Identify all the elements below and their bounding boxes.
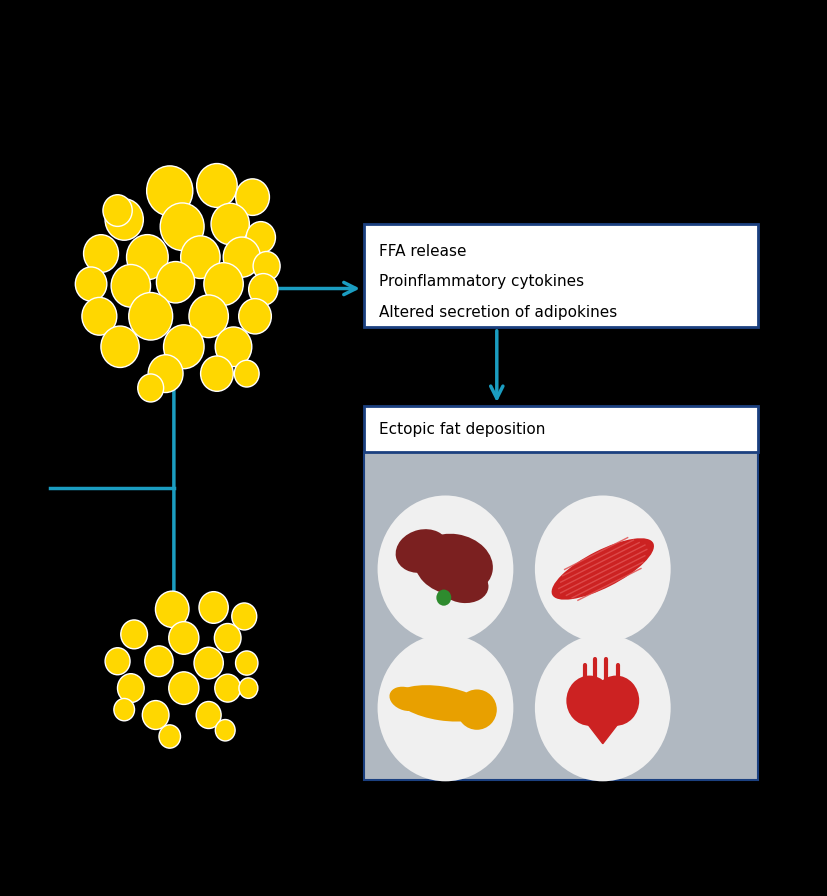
Circle shape bbox=[198, 591, 228, 624]
Ellipse shape bbox=[414, 534, 492, 595]
Circle shape bbox=[137, 374, 164, 402]
Circle shape bbox=[105, 648, 130, 675]
Circle shape bbox=[215, 719, 235, 741]
Circle shape bbox=[127, 235, 168, 280]
Circle shape bbox=[121, 620, 147, 649]
Circle shape bbox=[189, 295, 228, 338]
Circle shape bbox=[534, 495, 670, 642]
Circle shape bbox=[248, 273, 278, 306]
Ellipse shape bbox=[395, 530, 448, 573]
Polygon shape bbox=[569, 701, 635, 744]
Text: Ectopic fat deposition: Ectopic fat deposition bbox=[379, 422, 545, 436]
Circle shape bbox=[592, 676, 638, 726]
Circle shape bbox=[180, 236, 220, 279]
Circle shape bbox=[211, 203, 249, 245]
Circle shape bbox=[160, 202, 204, 251]
Circle shape bbox=[75, 267, 107, 301]
Circle shape bbox=[214, 624, 241, 652]
Circle shape bbox=[105, 199, 143, 240]
Circle shape bbox=[194, 647, 223, 679]
Circle shape bbox=[159, 725, 180, 748]
FancyBboxPatch shape bbox=[364, 406, 757, 452]
Circle shape bbox=[169, 622, 198, 654]
Circle shape bbox=[215, 327, 251, 366]
Circle shape bbox=[164, 325, 203, 368]
Circle shape bbox=[200, 356, 233, 392]
Circle shape bbox=[238, 298, 271, 334]
Circle shape bbox=[101, 326, 139, 367]
Circle shape bbox=[117, 674, 144, 702]
Circle shape bbox=[246, 221, 275, 254]
Text: FFA release: FFA release bbox=[379, 244, 466, 259]
Circle shape bbox=[197, 164, 237, 207]
Circle shape bbox=[436, 590, 451, 606]
Circle shape bbox=[235, 650, 258, 676]
Circle shape bbox=[534, 634, 670, 781]
Text: Altered secretion of adipokines: Altered secretion of adipokines bbox=[379, 305, 617, 320]
Circle shape bbox=[234, 360, 259, 387]
Circle shape bbox=[253, 252, 280, 280]
Circle shape bbox=[128, 292, 173, 340]
Circle shape bbox=[156, 262, 194, 303]
Ellipse shape bbox=[395, 685, 486, 721]
Circle shape bbox=[142, 701, 169, 729]
Circle shape bbox=[145, 646, 173, 676]
Circle shape bbox=[84, 235, 118, 272]
Circle shape bbox=[377, 634, 513, 781]
Circle shape bbox=[169, 672, 198, 704]
Circle shape bbox=[148, 355, 183, 392]
Circle shape bbox=[239, 678, 257, 698]
Circle shape bbox=[146, 166, 193, 216]
Circle shape bbox=[114, 699, 134, 720]
Circle shape bbox=[214, 674, 241, 702]
Circle shape bbox=[236, 179, 269, 215]
Circle shape bbox=[155, 591, 189, 627]
Ellipse shape bbox=[438, 567, 488, 603]
Circle shape bbox=[103, 194, 132, 227]
Circle shape bbox=[377, 495, 513, 642]
Text: Proinflammatory cytokines: Proinflammatory cytokines bbox=[379, 274, 584, 289]
FancyBboxPatch shape bbox=[364, 452, 757, 780]
Circle shape bbox=[82, 297, 117, 335]
Circle shape bbox=[223, 237, 260, 277]
Ellipse shape bbox=[457, 690, 496, 729]
Circle shape bbox=[111, 264, 151, 307]
Ellipse shape bbox=[389, 686, 422, 711]
FancyBboxPatch shape bbox=[364, 224, 757, 327]
Ellipse shape bbox=[551, 538, 653, 599]
Circle shape bbox=[566, 676, 612, 726]
Circle shape bbox=[203, 263, 243, 306]
Circle shape bbox=[232, 603, 256, 630]
Circle shape bbox=[196, 702, 221, 728]
